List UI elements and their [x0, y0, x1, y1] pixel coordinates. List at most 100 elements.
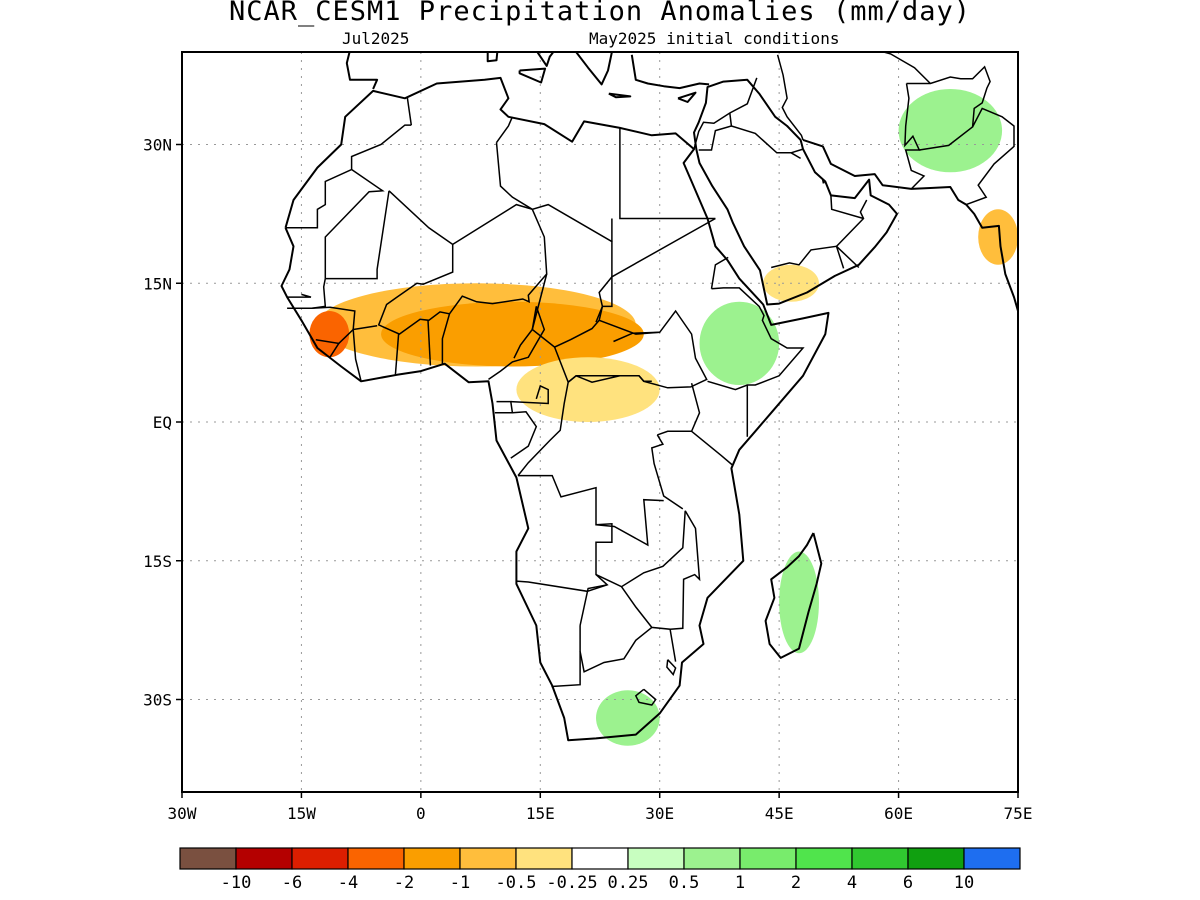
coastline [677, 91, 697, 103]
colorbar-swatch [963, 847, 1021, 870]
init-conditions-label: May2025 initial conditions [589, 29, 840, 48]
x-tick-label: 60E [884, 804, 913, 823]
country-border [513, 329, 533, 359]
colorbar-swatch [235, 847, 293, 870]
country-border [830, 195, 864, 220]
country-border [707, 287, 805, 391]
country-borders [285, 52, 1015, 706]
x-tick-label: 30E [645, 804, 674, 823]
country-border [693, 77, 758, 150]
country-border [698, 112, 733, 151]
colorbar-swatch [403, 847, 461, 870]
country-border [517, 375, 652, 477]
colorbar-swatch [907, 847, 965, 870]
country-border [790, 148, 804, 154]
colorbar-swatch [571, 847, 629, 870]
x-tick-label: 45E [765, 804, 794, 823]
country-border [904, 83, 926, 190]
colorbar-label: -4 [338, 873, 358, 893]
anomaly-area [596, 690, 660, 746]
anomaly-area [699, 301, 780, 385]
country-border [324, 168, 385, 279]
country-border [352, 325, 378, 382]
country-border [510, 411, 538, 459]
gridlines [182, 52, 1018, 792]
country-border [657, 383, 701, 436]
x-tick-label: 75E [1004, 804, 1033, 823]
colorbar: -10 -6 -4 -2 -1 -0.5 -0.25 0.25 0.5 1 2 4 6 10 [179, 847, 1021, 893]
colorbar-swatch [291, 847, 349, 870]
country-border [495, 116, 514, 144]
colorbar-swatch [179, 847, 237, 870]
country-border [595, 510, 686, 588]
coastline [536, 52, 568, 67]
country-border [441, 313, 451, 364]
country-border [325, 190, 390, 280]
country-border [965, 107, 1015, 206]
anomaly-area [898, 89, 1003, 173]
y-tick-label: 15N [143, 274, 172, 293]
colorbar-label: 6 [903, 873, 913, 893]
country-border [579, 584, 608, 626]
anomaly-fill-layer [301, 89, 1018, 746]
country-border [488, 306, 546, 381]
y-tick-label: 30S [143, 691, 172, 710]
country-border [670, 510, 701, 630]
colorbar-label: -1 [450, 873, 470, 893]
country-border [494, 400, 514, 414]
y-tick-label: 30N [143, 136, 172, 155]
country-border [516, 474, 613, 593]
valid-month-label: Jul2025 [342, 29, 410, 48]
country-border [634, 688, 657, 706]
colorbar-label: 10 [954, 873, 974, 893]
country-border [311, 306, 356, 344]
country-border [495, 142, 613, 323]
country-border [551, 651, 581, 688]
x-tick-label: 15W [287, 804, 316, 823]
x-tick-label: 0 [416, 804, 426, 823]
colorbar-swatch [683, 847, 741, 870]
colorbar-label: 4 [847, 873, 857, 893]
colorbar-swatch [851, 847, 909, 870]
y-tick-label: 15S [143, 552, 172, 571]
colorbar-swatch [739, 847, 797, 870]
coastline [575, 52, 615, 86]
country-border [613, 331, 660, 343]
coastline [764, 532, 823, 659]
country-border [406, 97, 413, 126]
country-border [650, 434, 684, 510]
country-border [285, 124, 412, 229]
country-border [287, 278, 327, 309]
country-border [691, 430, 734, 467]
country-border [666, 659, 677, 676]
country-border [880, 52, 931, 85]
coastline [821, 179, 825, 184]
y-tick-label: EQ [153, 413, 172, 432]
colorbar-swatch [515, 847, 573, 870]
colorbar-label: 0.25 [608, 873, 649, 893]
colorbar-swatch [347, 847, 405, 870]
anomaly-area [779, 551, 819, 654]
anomaly-area [978, 209, 1018, 265]
country-border [835, 199, 868, 269]
anomaly-area [516, 357, 660, 422]
country-border [394, 334, 400, 375]
coastline [693, 78, 898, 306]
colorbar-label: 2 [791, 873, 801, 893]
colorbar-label: -0.25 [546, 873, 597, 893]
country-border [377, 190, 454, 335]
colorbar-label: -0.5 [496, 873, 537, 893]
coastline [280, 76, 830, 742]
country-border [771, 245, 845, 269]
anomaly-area [381, 301, 644, 367]
country-border [579, 625, 653, 673]
x-tick-label: 15E [526, 804, 555, 823]
country-border [510, 384, 549, 405]
colorbar-swatch [795, 847, 853, 870]
country-border [710, 256, 729, 289]
colorbar-label: 1 [735, 873, 745, 893]
colorbar-label: -6 [282, 873, 302, 893]
x-tick-label: 30W [168, 804, 197, 823]
country-border [427, 320, 432, 366]
